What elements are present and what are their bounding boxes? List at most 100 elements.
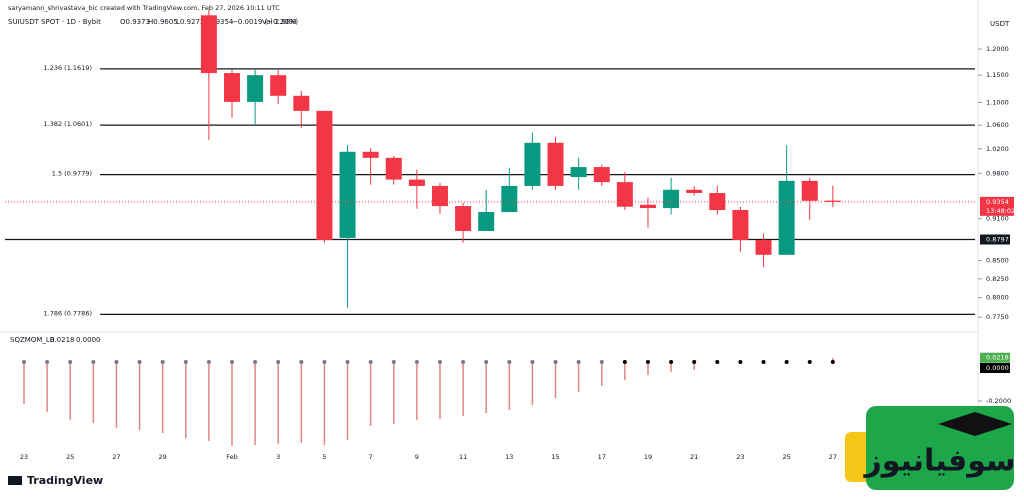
y-tick-label: 0.8000: [986, 294, 1009, 302]
candle-body: [293, 95, 310, 111]
squeeze-dot: [807, 359, 812, 364]
y-tick-label: 0.7750: [986, 313, 1009, 321]
squeeze-dot: [68, 359, 73, 364]
candle-body: [824, 200, 841, 202]
ohlc-close: C0.9354: [204, 18, 234, 26]
squeeze-dot: [414, 359, 419, 364]
value-label: 0.0000: [986, 364, 1009, 372]
squeeze-dot: [507, 359, 512, 364]
squeeze-dot: [22, 359, 26, 364]
symbol: SUIUSDT SPOT · 1D · Bybit: [8, 18, 101, 26]
candle-body: [200, 15, 217, 74]
x-tick-label: 27: [829, 453, 837, 461]
y-tick-label: 0.8250: [986, 275, 1009, 283]
candle-body: [431, 185, 448, 207]
candle-body: [247, 75, 264, 102]
candle-body: [755, 239, 772, 255]
axis-unit: USDT: [990, 20, 1010, 28]
candle-body: [663, 189, 680, 209]
x-tick-label: 17: [598, 453, 606, 461]
ohlc-low: L0.9272: [176, 18, 204, 26]
y-tick-label: 1.2000: [986, 45, 1009, 53]
candle-body: [478, 212, 495, 231]
x-tick-label: 5: [322, 453, 326, 461]
candle-body: [223, 73, 240, 102]
indicator-value: 0.0218: [50, 336, 75, 344]
squeeze-dot: [784, 359, 789, 364]
squeeze-dot: [692, 359, 697, 364]
squeeze-dot: [576, 359, 581, 364]
candle-body: [385, 157, 402, 180]
x-tick-label: 21: [690, 453, 698, 461]
candle-body: [709, 193, 726, 211]
squeeze-dot: [830, 359, 835, 364]
indicator-value: 0.0000: [76, 336, 101, 344]
brand-name: TradingView: [27, 474, 103, 487]
squeeze-dot: [91, 359, 96, 364]
last-price-label: 0.9354: [986, 198, 1009, 206]
candle-body: [455, 206, 472, 231]
squeeze-dot: [322, 359, 327, 364]
x-tick-label: 29: [159, 453, 167, 461]
candle-body: [593, 167, 610, 183]
x-tick-label: 25: [782, 453, 790, 461]
y-tick-label: 0.8500: [986, 257, 1009, 265]
squeeze-dot: [484, 359, 489, 364]
x-tick-label: 11: [459, 453, 467, 461]
value-label: 0.0218: [986, 354, 1009, 362]
fib-label: 1.382 (1.0601): [44, 120, 93, 128]
volume: Vol 2.98M: [262, 18, 296, 26]
candle-body: [316, 110, 333, 240]
watermark: سوفیانیوز: [845, 406, 1016, 490]
y-tick-label: 0.9800: [986, 169, 1009, 177]
candle-body: [570, 167, 587, 178]
candle-body: [686, 189, 703, 194]
indicator-title: SQZMOM_LB: [10, 336, 55, 344]
candle-body: [801, 180, 818, 201]
candle-body: [547, 142, 564, 186]
candle-body: [270, 75, 287, 96]
value-box: [980, 352, 1010, 363]
candle-body: [639, 204, 656, 209]
fib-label: 1.5 (0.9779): [52, 170, 92, 178]
candle-body: [778, 180, 795, 255]
squeeze-dot: [253, 359, 258, 364]
y-tick-label: 1.0600: [986, 121, 1009, 129]
ohlc-change: −0.0019 (−0.20%): [232, 18, 298, 26]
ohlc-open: O0.9373: [120, 18, 150, 26]
watermark-cap: [938, 412, 1012, 436]
x-tick-label: 9: [415, 453, 419, 461]
x-tick-label: 27: [112, 453, 120, 461]
brand-logo: [8, 476, 22, 485]
squeeze-dot: [299, 359, 304, 364]
squeeze-dot: [715, 359, 720, 364]
squeeze-dot: [530, 359, 535, 364]
last-price-box: [980, 196, 1014, 216]
squeeze-dot: [461, 359, 466, 364]
squeeze-dot: [183, 359, 188, 364]
squeeze-dot: [622, 359, 627, 364]
x-tick-label: 25: [66, 453, 74, 461]
x-tick-label: 7: [369, 453, 373, 461]
y-tick-label: 1.1500: [986, 71, 1009, 79]
watermark-text: سوفیانیوز: [862, 444, 1015, 479]
y-tick-label: 1.0200: [986, 145, 1009, 153]
candle-body: [408, 179, 425, 186]
value-box: [980, 362, 1010, 373]
x-tick-label: 3: [276, 453, 280, 461]
squeeze-dot: [391, 359, 396, 364]
ohlc-high: H0.9605: [148, 18, 178, 26]
squeeze-dot: [229, 359, 234, 364]
x-tick-label: 15: [551, 453, 559, 461]
squeeze-dot: [206, 359, 211, 364]
squeeze-dot: [114, 359, 119, 364]
candle-body: [501, 185, 518, 213]
x-tick-label: 23: [736, 453, 744, 461]
candle-body: [362, 151, 379, 158]
candle-body: [732, 210, 749, 240]
squeeze-dot: [276, 359, 281, 364]
squeeze-dot: [368, 359, 373, 364]
y-tick-label: -0.2000: [986, 397, 1011, 405]
x-tick-label: 19: [644, 453, 652, 461]
